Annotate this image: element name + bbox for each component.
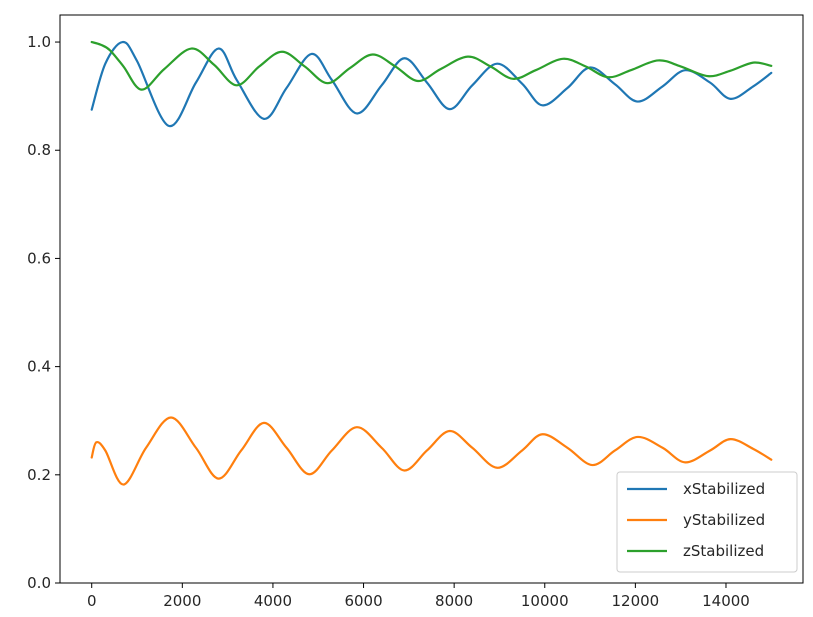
axes-frame xyxy=(59,14,804,584)
y-tick-label-1: 0.2 xyxy=(27,466,51,484)
legend: xStabilized yStabilized zStabilized xyxy=(616,471,798,573)
legend-box xyxy=(616,471,798,573)
y-tick-label-0: 0.0 xyxy=(27,574,51,592)
legend-label-yStabilized: yStabilized xyxy=(683,511,765,529)
x-tick-label-7: 14000 xyxy=(702,592,750,610)
y-tick-label-4: 0.8 xyxy=(27,141,51,159)
series-line-yStabilized xyxy=(90,416,773,486)
legend-label-zStabilized: zStabilized xyxy=(683,542,764,560)
x-tick-label-0: 0 xyxy=(87,592,97,610)
y-tick-label-3: 0.6 xyxy=(27,249,51,267)
series-line-zStabilized xyxy=(90,40,773,91)
legend-label-xStabilized: xStabilized xyxy=(683,480,765,498)
x-tick-label-5: 10000 xyxy=(521,592,569,610)
x-tick-label-1: 2000 xyxy=(163,592,201,610)
series-line-xStabilized xyxy=(90,40,773,128)
x-tick-label-6: 12000 xyxy=(612,592,660,610)
x-tick-label-4: 8000 xyxy=(435,592,473,610)
axes: 0 2000 4000 6000 8000 10000 12000 14000 0.0 0.2 0.… xyxy=(27,14,804,610)
x-tick-label-3: 6000 xyxy=(344,592,382,610)
y-tick-label-2: 0.4 xyxy=(27,358,51,376)
y-tick-label-5: 1.0 xyxy=(27,33,51,51)
x-tick-label-2: 4000 xyxy=(254,592,292,610)
plot-area xyxy=(90,40,773,486)
